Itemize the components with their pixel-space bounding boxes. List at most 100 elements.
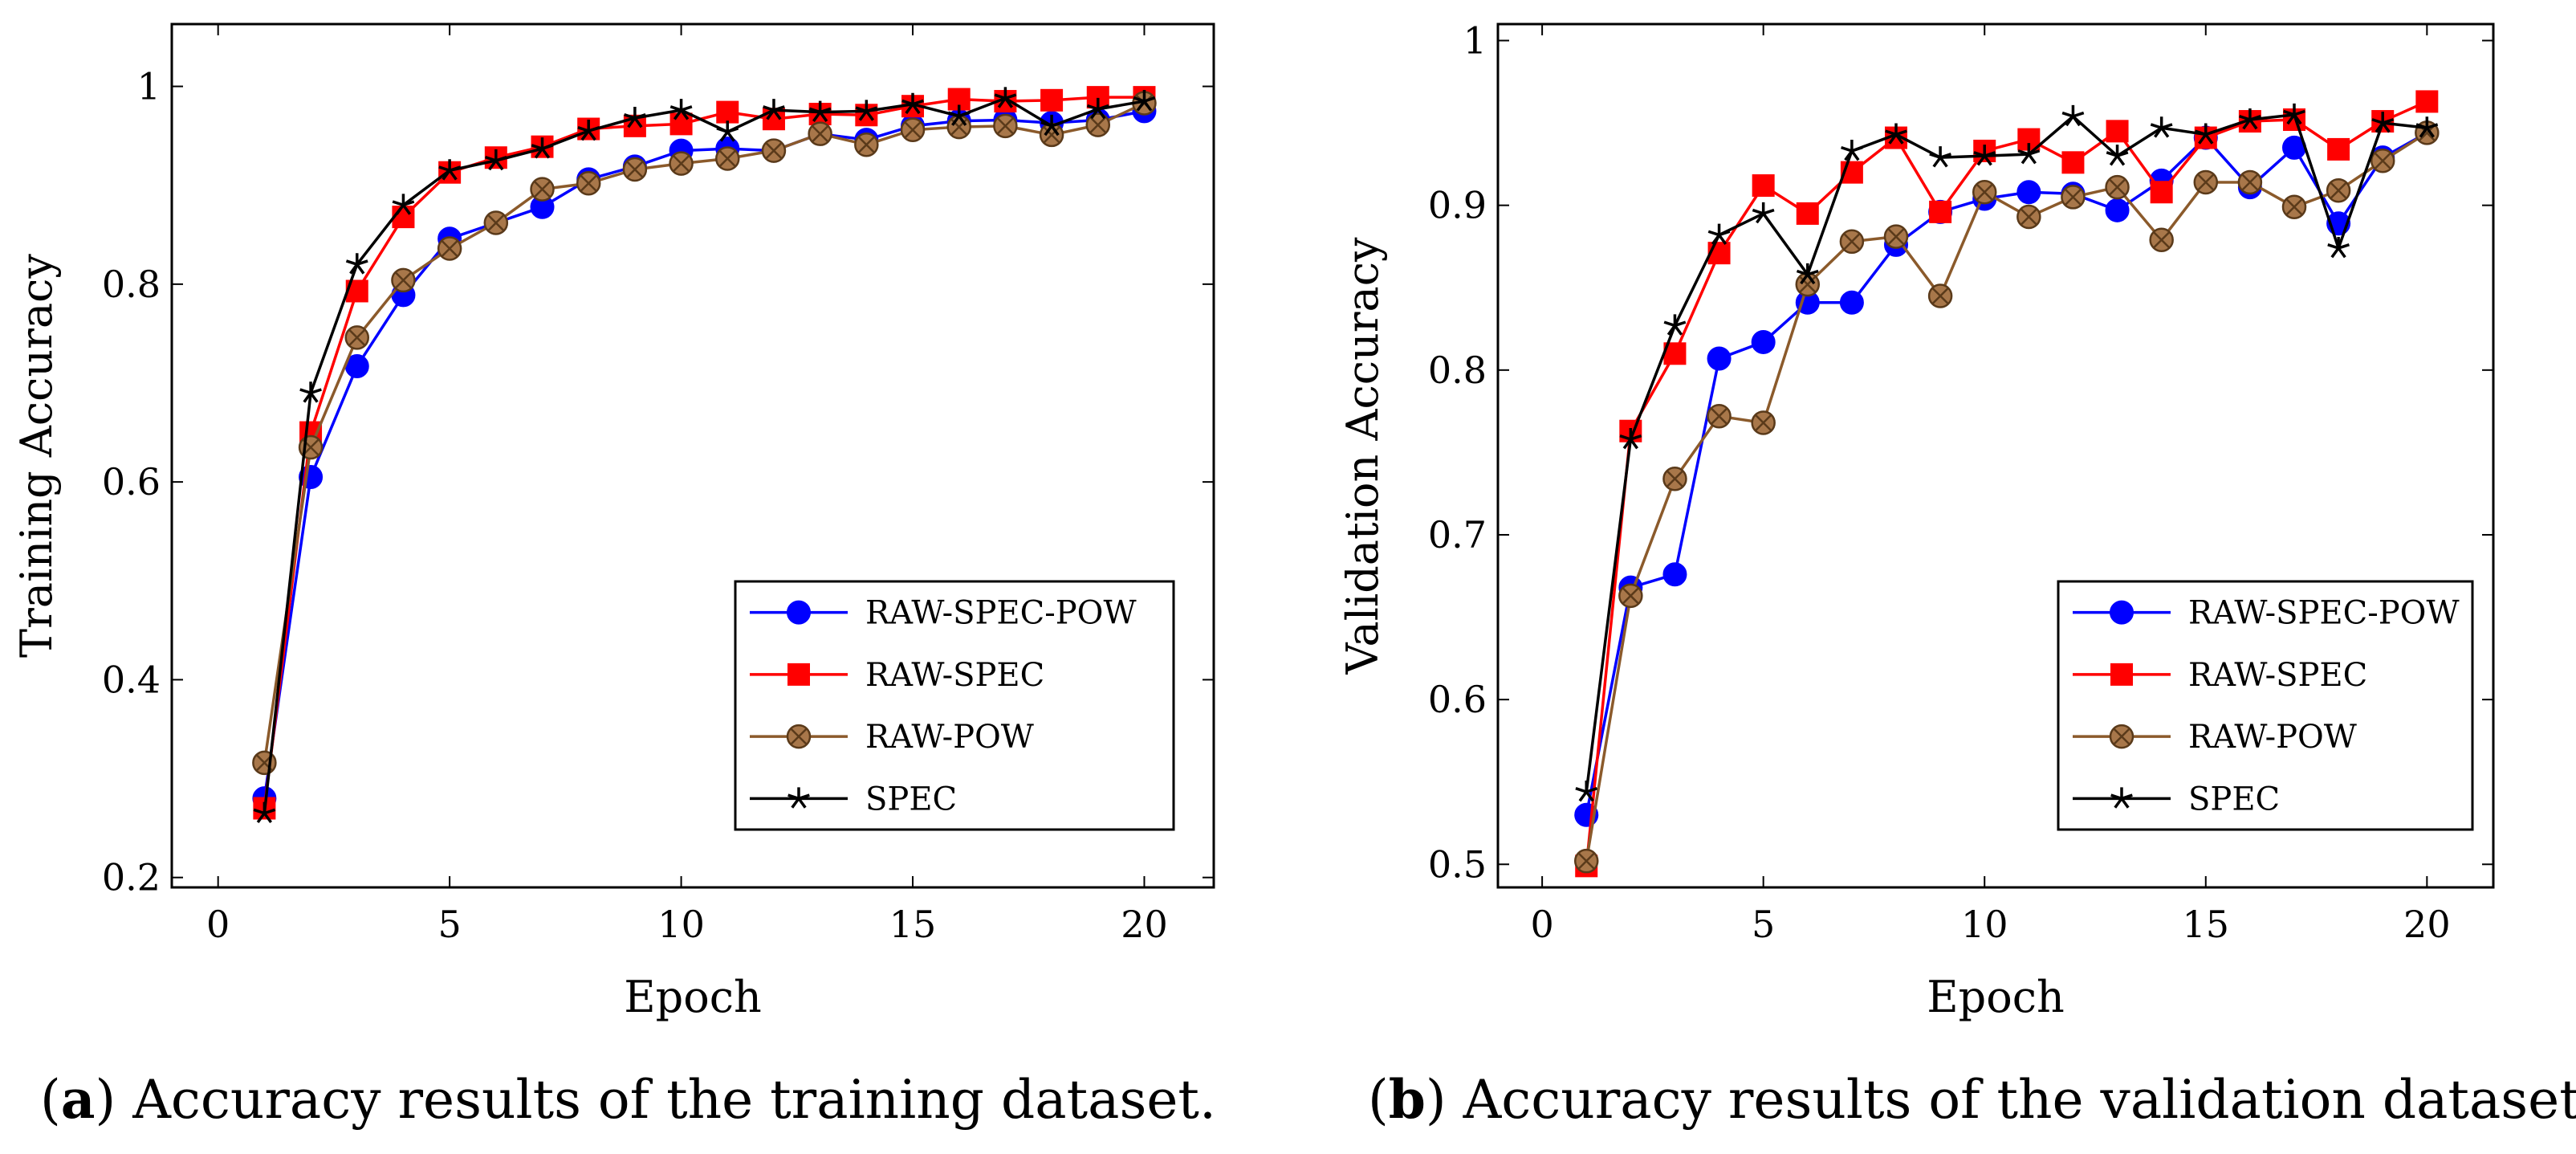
y-tick-label: 0.5 bbox=[1428, 842, 1487, 886]
data-point-spec bbox=[2239, 108, 2261, 130]
y-tick-label: 1 bbox=[137, 65, 161, 108]
legend-label: RAW-POW bbox=[865, 719, 1034, 756]
data-point-spec bbox=[1796, 263, 1819, 285]
data-point-spec bbox=[1841, 139, 1863, 161]
train-series-spec bbox=[253, 87, 1156, 823]
y-tick-label: 0.8 bbox=[102, 263, 161, 306]
training-accuracy-chart: 0 5 10 15 20 0.2 0.4 0.6 0.8 1 Epoch Training Accur… bbox=[11, 22, 1215, 1022]
caption-b-text: Accuracy results of the validation datas… bbox=[1446, 1069, 2576, 1131]
data-point-spec bbox=[901, 92, 924, 115]
val-series-raw-pow bbox=[1573, 120, 2440, 874]
data-point-raw-pow bbox=[2149, 227, 2174, 252]
legend-label: SPEC bbox=[2188, 781, 2280, 818]
legend-label: RAW-SPEC-POW bbox=[2188, 595, 2460, 632]
data-point-spec bbox=[994, 87, 1017, 108]
y-tick-label: 0.8 bbox=[1428, 349, 1487, 392]
data-point-raw-pow bbox=[1883, 224, 1909, 249]
data-point-spec bbox=[2150, 116, 2173, 138]
data-point-spec bbox=[1885, 123, 1907, 145]
x-axis-label: Epoch bbox=[1927, 972, 2065, 1022]
data-point-spec bbox=[2194, 123, 2217, 145]
data-point-raw-pow bbox=[344, 325, 370, 350]
series-line-spec bbox=[262, 96, 1145, 814]
data-point-raw-pow bbox=[669, 151, 694, 176]
caption-b: (b) Accuracy results of the validation d… bbox=[1368, 1068, 2576, 1131]
data-point-raw-spec-pow bbox=[1839, 290, 1864, 315]
x-tick-label: 5 bbox=[437, 903, 461, 946]
caption-a-letter: a bbox=[60, 1068, 96, 1131]
data-point-raw-pow bbox=[1085, 112, 1111, 137]
data-point-spec bbox=[2415, 116, 2439, 138]
data-point-raw-pow bbox=[1618, 583, 1643, 609]
data-point-spec bbox=[531, 137, 554, 159]
data-point-spec bbox=[438, 159, 461, 181]
data-point-raw-spec-pow bbox=[1707, 346, 1732, 371]
data-point-raw-spec bbox=[716, 100, 739, 124]
data-point-raw-pow bbox=[1795, 271, 1821, 297]
data-point-raw-spec bbox=[1929, 200, 1952, 223]
legend-entry-raw-pow: RAW-POW bbox=[750, 719, 1034, 756]
x-axis-label: Epoch bbox=[624, 972, 762, 1022]
legend-marker bbox=[2110, 600, 2134, 625]
data-point-raw-pow bbox=[483, 210, 509, 235]
data-point-raw-pow bbox=[1927, 283, 1953, 308]
data-point-spec bbox=[669, 99, 693, 120]
legend-entry-raw-spec: RAW-SPEC bbox=[2073, 657, 2367, 694]
legend-label: RAW-POW bbox=[2188, 719, 2357, 756]
legend-label: SPEC bbox=[865, 781, 957, 818]
data-point-raw-spec bbox=[2415, 90, 2439, 113]
data-point-raw-spec bbox=[1040, 88, 1064, 112]
data-point-raw-spec bbox=[1752, 174, 1775, 198]
y-tick-label: 0.6 bbox=[1428, 678, 1487, 721]
data-point-spec bbox=[1663, 314, 1687, 336]
data-point-raw-pow bbox=[993, 113, 1018, 139]
data-point-raw-spec-pow bbox=[1751, 329, 1776, 354]
data-point-raw-pow bbox=[437, 236, 462, 261]
x-tick-label: 20 bbox=[2403, 903, 2451, 946]
data-point-raw-spec-pow bbox=[2105, 198, 2130, 222]
x-tick-label: 0 bbox=[1530, 903, 1553, 946]
data-point-spec bbox=[947, 104, 971, 126]
legend-marker bbox=[2110, 787, 2133, 809]
data-point-raw-spec bbox=[2061, 151, 2085, 174]
train-legend: RAW-SPEC-POW RAW-SPEC RAW-POW SPEC bbox=[734, 580, 1175, 831]
data-point-raw-pow bbox=[2061, 185, 2086, 210]
y-tick-label: 1 bbox=[1463, 19, 1487, 63]
data-point-raw-pow bbox=[808, 121, 832, 146]
data-point-spec bbox=[1752, 202, 1775, 224]
data-point-spec bbox=[2371, 112, 2395, 133]
data-point-raw-pow bbox=[715, 146, 740, 171]
data-point-spec bbox=[484, 149, 507, 171]
data-point-raw-spec bbox=[1796, 202, 1819, 225]
data-point-spec bbox=[2017, 143, 2041, 165]
data-point-raw-pow bbox=[2326, 177, 2351, 203]
legend-entry-spec: SPEC bbox=[750, 781, 957, 818]
y-tick-label: 0.4 bbox=[102, 658, 161, 701]
data-point-spec bbox=[392, 194, 415, 215]
legend-marker bbox=[786, 724, 812, 749]
data-point-raw-pow bbox=[2016, 204, 2041, 230]
data-point-raw-pow bbox=[1751, 410, 1776, 435]
legend-marker bbox=[787, 787, 810, 809]
y-tick-label: 0.6 bbox=[102, 460, 161, 504]
legend-entry-raw-spec: RAW-SPEC bbox=[750, 657, 1044, 694]
data-point-spec bbox=[1040, 114, 1063, 137]
caption-a-text: Accuracy results of the training dataset… bbox=[116, 1069, 1216, 1131]
data-point-spec bbox=[2106, 145, 2129, 166]
legend-marker bbox=[2110, 663, 2133, 686]
val-series-spec bbox=[1575, 103, 2439, 802]
y-tick-label: 0.2 bbox=[102, 856, 161, 899]
data-point-spec bbox=[1973, 145, 1996, 166]
x-tick-label: 15 bbox=[889, 903, 937, 946]
legend-marker bbox=[787, 600, 811, 625]
data-point-spec bbox=[716, 120, 739, 142]
y-axis-label: Validation Accuracy bbox=[1337, 237, 1388, 675]
y-tick-label: 0.9 bbox=[1428, 184, 1487, 227]
data-point-raw-spec-pow bbox=[1662, 562, 1687, 587]
validation-accuracy-chart: 0 5 10 15 20 0.5 0.6 0.7 0.8 0.9 1 Epoch Validation … bbox=[1337, 19, 2495, 1022]
legend-marker bbox=[2109, 724, 2134, 749]
data-point-raw-pow bbox=[1707, 404, 1732, 429]
x-tick-label: 10 bbox=[657, 903, 705, 946]
data-point-spec bbox=[808, 100, 832, 122]
data-point-raw-pow bbox=[1573, 848, 1599, 874]
